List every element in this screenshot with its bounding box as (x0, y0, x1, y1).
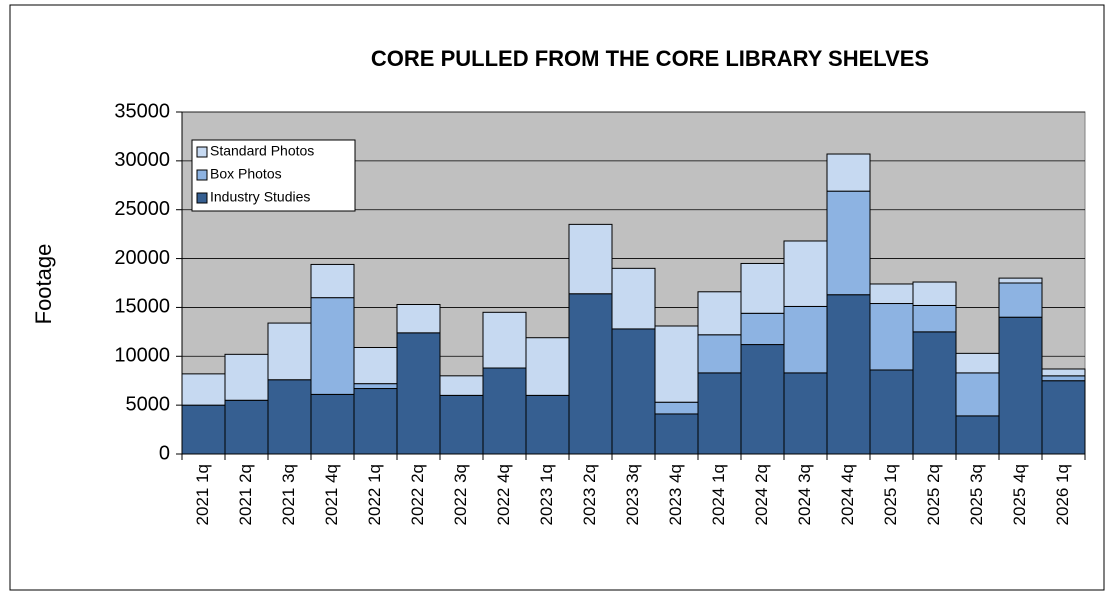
y-tick-label: 30000 (114, 149, 170, 171)
x-tick-label: 2025 1q (881, 464, 900, 525)
y-tick-label: 20000 (114, 247, 170, 269)
x-tick-label: 2024 3q (795, 464, 814, 525)
y-tick-label: 10000 (114, 345, 170, 367)
bar-segment (353, 383, 398, 390)
y-tick-label: 35000 (114, 100, 170, 122)
bar-segment (181, 404, 226, 455)
bar-segment (310, 297, 355, 395)
x-tick-label: 2023 1q (537, 464, 556, 525)
y-tick-label: 5000 (126, 393, 171, 415)
bar-segment (740, 262, 785, 314)
bar-segment (912, 281, 957, 306)
bar-segment (525, 337, 570, 396)
legend-swatch (196, 146, 208, 158)
bar-segment (955, 352, 1000, 374)
bar-segment (783, 372, 828, 455)
bar-segment (439, 375, 484, 396)
bar-segment (869, 369, 914, 455)
legend-box (191, 139, 356, 212)
bar-segment (396, 332, 441, 455)
bar-segment (869, 283, 914, 305)
bar-segment (697, 291, 742, 336)
bar-segment (482, 367, 527, 455)
x-tick-label: 2022 3q (451, 464, 470, 525)
bar-segment (439, 394, 484, 455)
bar-segment (998, 316, 1043, 455)
x-tick-label: 2026 1q (1053, 464, 1072, 525)
bar-segment (826, 153, 871, 192)
y-tick-label: 25000 (114, 198, 170, 220)
x-tick-label: 2025 2q (924, 464, 943, 525)
chart-title: CORE PULLED FROM THE CORE LIBRARY SHELVE… (371, 46, 929, 71)
x-tick-label: 2025 3q (967, 464, 986, 525)
bar-segment (310, 393, 355, 455)
x-tick-label: 2024 2q (752, 464, 771, 525)
x-tick-label: 2023 3q (623, 464, 642, 525)
y-tick-label: 0 (159, 442, 170, 464)
x-tick-label: 2022 4q (494, 464, 513, 525)
legend-label: Standard Photos (210, 143, 314, 159)
bar-segment (697, 372, 742, 455)
bar-segment (568, 293, 613, 455)
bar-segment (998, 277, 1043, 284)
x-tick-label: 2023 4q (666, 464, 685, 525)
bar-segment (525, 394, 570, 455)
bar-segment (267, 379, 312, 455)
bar-segment (1041, 375, 1086, 382)
legend-label: Box Photos (210, 166, 282, 182)
bar-segment (1041, 380, 1086, 455)
bar-segment (654, 325, 699, 403)
bar-segment (396, 303, 441, 334)
bar-segment (912, 331, 957, 455)
bar-segment (697, 334, 742, 374)
bar-segment (869, 303, 914, 371)
bar-segment (783, 240, 828, 307)
bar-segment (955, 372, 1000, 417)
x-tick-label: 2021 2q (236, 464, 255, 525)
bar-segment (611, 267, 656, 330)
bar-segment (740, 344, 785, 455)
bar-segment (912, 304, 957, 333)
x-tick-label: 2022 2q (408, 464, 427, 525)
bar-segment (740, 312, 785, 346)
bar-segment (353, 346, 398, 385)
x-tick-label: 2021 1q (193, 464, 212, 525)
bar-segment (482, 311, 527, 369)
bar-segment (181, 373, 226, 406)
y-tick-label: 15000 (114, 296, 170, 318)
bar-segment (826, 294, 871, 455)
legend-label: Industry Studies (210, 189, 310, 205)
bar-segment (783, 305, 828, 374)
bar-segment (568, 223, 613, 295)
bar-segment (998, 282, 1043, 318)
bar-segment (224, 399, 269, 455)
bar-segment (955, 415, 1000, 455)
bar-segment (654, 413, 699, 455)
bar-segment (654, 401, 699, 415)
x-tick-label: 2022 1q (365, 464, 384, 525)
bar-segment (310, 263, 355, 299)
bar-segment (826, 190, 871, 296)
legend-swatch (196, 192, 208, 204)
bar-segment (1041, 368, 1086, 377)
x-tick-label: 2021 3q (279, 464, 298, 525)
x-tick-label: 2025 4q (1010, 464, 1029, 525)
y-axis-label: Footage (31, 244, 56, 325)
bar-segment (224, 353, 269, 401)
legend-swatch (196, 169, 208, 181)
x-tick-label: 2023 2q (580, 464, 599, 525)
x-tick-label: 2024 1q (709, 464, 728, 525)
x-tick-label: 2021 4q (322, 464, 341, 525)
x-tick-label: 2024 4q (838, 464, 857, 525)
bar-segment (267, 322, 312, 381)
bar-segment (611, 328, 656, 455)
bar-segment (353, 388, 398, 455)
